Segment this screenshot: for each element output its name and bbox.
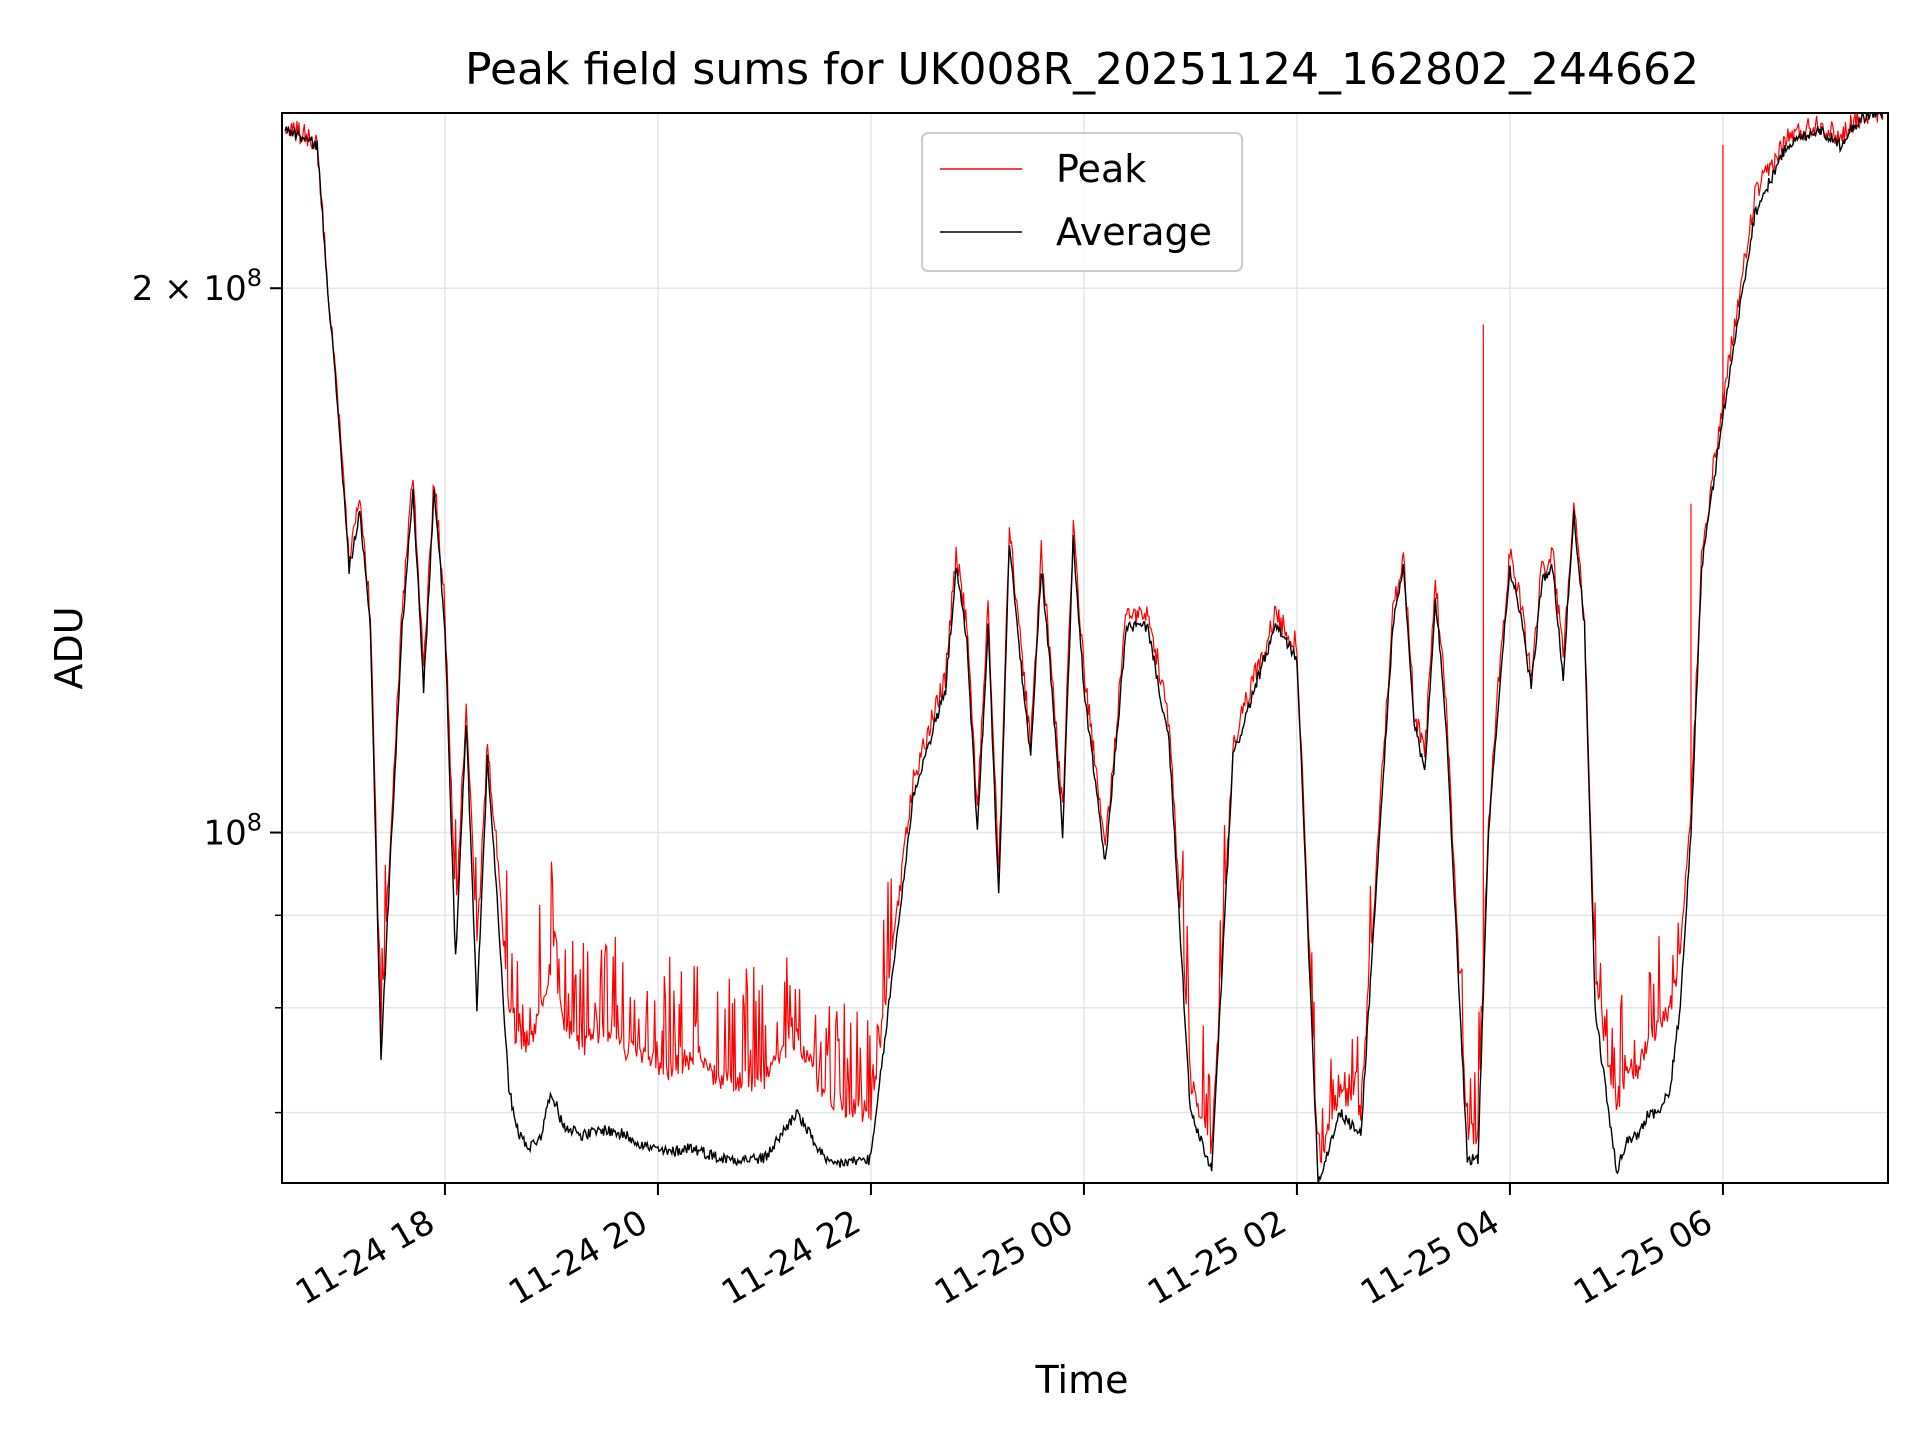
legend-peak-label: Peak — [1056, 147, 1146, 191]
legend-average-label: Average — [1056, 210, 1212, 254]
legend-box — [921, 132, 1243, 272]
legend: Peak Average — [921, 132, 1243, 272]
x-axis-label: Time — [1035, 1358, 1129, 1402]
grid — [282, 113, 1888, 1183]
y-axis-label: ADU — [47, 606, 91, 689]
average-series-line — [284, 113, 1884, 1183]
chart-title: Peak field sums for UK008R_20251124_1628… — [465, 44, 1699, 95]
y-tick-label: 2 × 108 — [132, 264, 262, 309]
peak-series-line — [284, 113, 1884, 1164]
series-layer — [284, 113, 1884, 1183]
plot-frame — [281, 112, 1889, 1184]
